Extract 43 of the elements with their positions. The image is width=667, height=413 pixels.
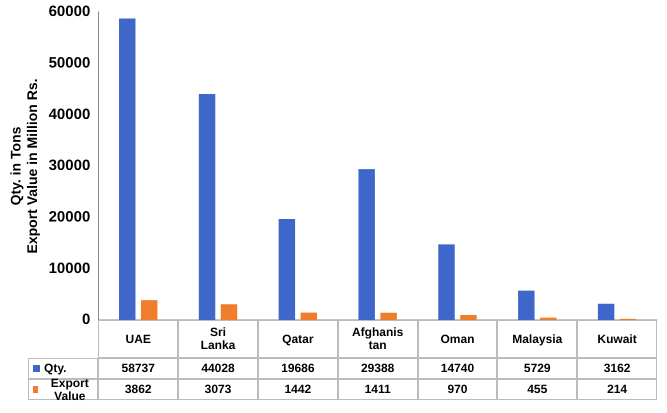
bar — [278, 218, 296, 320]
y-tick-label: 10000 — [48, 260, 90, 277]
data-label: 1442 — [258, 379, 338, 400]
bar — [358, 169, 375, 320]
y-tick-label: 60000 — [48, 3, 90, 20]
x-tick-label: UAE — [98, 320, 178, 358]
data-label: 44028 — [178, 358, 258, 379]
bar — [119, 18, 136, 320]
data-label: 3162 — [577, 358, 657, 379]
data-label: 3073 — [178, 379, 258, 400]
legend-label: Export Value — [50, 376, 90, 402]
data-label: 29388 — [338, 358, 418, 379]
data-label: 3862 — [98, 379, 178, 400]
data-label: 58737 — [98, 358, 178, 379]
data-label: 5729 — [497, 358, 578, 379]
bar — [300, 312, 318, 320]
data-label: 455 — [497, 379, 578, 400]
x-tick-label: Oman — [418, 320, 498, 358]
bar — [140, 300, 158, 320]
y-axis-title: Qty. in Tons Export Value in Million Rs. — [7, 78, 40, 254]
y-tick-label: 40000 — [48, 106, 90, 123]
y-tick-label: 50000 — [48, 54, 90, 72]
x-tick-label: Kuwait — [577, 320, 657, 358]
data-label: 19686 — [258, 358, 338, 379]
data-label: 970 — [418, 379, 498, 400]
bar — [220, 304, 238, 320]
y-tick-label: 20000 — [48, 208, 90, 226]
legend-label: Qty. — [44, 361, 66, 375]
x-tick-label: Qatar — [258, 320, 338, 358]
x-tick-label: Malaysia — [497, 320, 578, 358]
data-label: 214 — [577, 379, 657, 400]
bar — [518, 290, 535, 320]
x-tick-label: Sri Lanka — [178, 320, 258, 358]
y-tick-label: 30000 — [48, 157, 90, 174]
bar — [198, 94, 216, 320]
data-label: 1411 — [338, 379, 418, 400]
bar — [380, 312, 397, 320]
y-tick-label: 0 — [82, 311, 90, 328]
data-label: 14740 — [418, 358, 498, 379]
bar — [598, 304, 614, 320]
x-tick-label: Afghanis tan — [338, 320, 418, 358]
bar — [438, 244, 455, 320]
bar — [460, 315, 477, 320]
